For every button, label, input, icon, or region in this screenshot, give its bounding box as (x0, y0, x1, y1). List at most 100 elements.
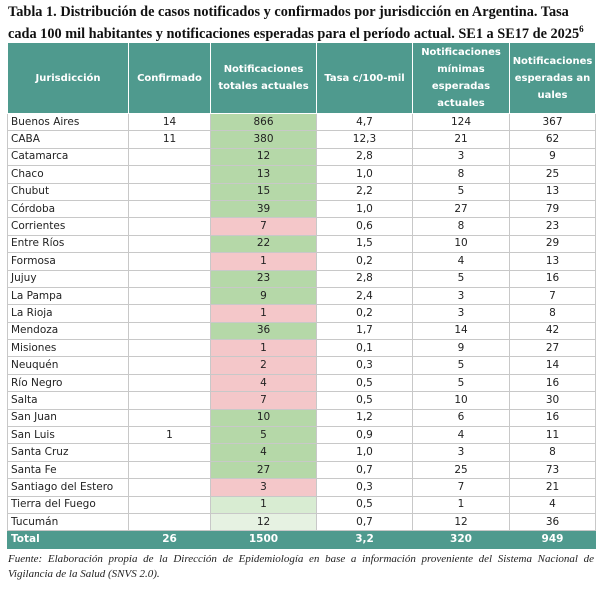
table-cell: 3 (412, 443, 510, 462)
table-cell: 79 (509, 199, 596, 219)
table-cell: 5 (412, 182, 510, 201)
footnote: Fuente: Elaboración propia de la Direcci… (8, 553, 594, 580)
table-cell: 3 (412, 286, 510, 306)
table-cell: 27 (210, 460, 317, 480)
table-cell: Entre Ríos (7, 234, 129, 254)
table-cell: 0,7 (316, 512, 413, 532)
table-cell: 36 (210, 321, 317, 341)
table-cell: 124 (412, 112, 510, 132)
table-cell (128, 391, 211, 410)
total-cell: 320 (412, 530, 510, 549)
table-cell: Misiones (7, 339, 129, 358)
table-cell: 21 (509, 478, 596, 497)
table-cell: 8 (412, 217, 510, 236)
table-cell: 0,5 (316, 495, 413, 514)
table-cell (128, 356, 211, 375)
table-cell (128, 286, 211, 306)
table-cell: Río Negro (7, 373, 129, 393)
table-cell: 8 (412, 165, 510, 184)
table-cell: 14 (128, 112, 211, 132)
table-cell: Mendoza (7, 321, 129, 341)
table-row: CABA 11 380 12,3 21 62 (7, 130, 596, 149)
table-cell: 1 (210, 339, 317, 358)
table-cell: Salta (7, 391, 129, 410)
table-cell: 2,2 (316, 182, 413, 201)
table-cell: 0,9 (316, 426, 413, 445)
table-cell (128, 443, 211, 462)
table-cell: 36 (509, 512, 596, 532)
table-cell: 16 (509, 408, 596, 428)
table-body: Buenos Aires 14 866 4,7 124 367 CABA 11 380 12,3 2… (7, 112, 596, 549)
table-cell (128, 269, 211, 288)
table-row: Buenos Aires 14 866 4,7 124 367 (7, 112, 596, 132)
table-cell (128, 182, 211, 201)
table-cell (128, 252, 211, 271)
table-cell (128, 460, 211, 480)
table-cell: CABA (7, 130, 129, 149)
table-cell: 1,5 (316, 234, 413, 254)
table-cell: 7 (210, 391, 317, 410)
table-cell: 25 (412, 460, 510, 480)
table-cell: Jujuy (7, 269, 129, 288)
table-row: Chubut 15 2,2 5 13 (7, 182, 596, 201)
table-cell: 30 (509, 391, 596, 410)
header-cell: Notificaciones mínimas esperadas actuale… (412, 42, 510, 114)
table-cell: 7 (210, 217, 317, 236)
table-cell: 9 (412, 339, 510, 358)
table-row: Misiones 1 0,1 9 27 (7, 339, 596, 358)
table-cell: 9 (210, 286, 317, 306)
table-cell: 8 (509, 304, 596, 323)
table-cell: 0,3 (316, 356, 413, 375)
table-cell: 23 (509, 217, 596, 236)
table-cell: Santiago del Estero (7, 478, 129, 497)
table-cell: 73 (509, 460, 596, 480)
table-cell: Santa Cruz (7, 443, 129, 462)
table-row: Mendoza 36 1,7 14 42 (7, 321, 596, 341)
table-row: Santa Cruz 4 1,0 3 8 (7, 443, 596, 462)
table-cell: 14 (412, 321, 510, 341)
table-cell: 5 (412, 373, 510, 393)
header-cell: Tasa c/100-mil (316, 42, 413, 114)
table-cell: 12 (210, 512, 317, 532)
table-row: Santa Fe 27 0,7 25 73 (7, 460, 596, 480)
table-cell: 11 (509, 426, 596, 445)
total-cell: 1500 (210, 530, 317, 549)
table-cell: 10 (412, 234, 510, 254)
table-row: Formosa 1 0,2 4 13 (7, 252, 596, 271)
table-cell: 5 (412, 269, 510, 288)
table-row: Chaco 13 1,0 8 25 (7, 165, 596, 184)
table-cell: Córdoba (7, 199, 129, 219)
table-cell: 10 (210, 408, 317, 428)
table-cell: 380 (210, 130, 317, 149)
table-cell (128, 304, 211, 323)
table-row: San Juan 10 1,2 6 16 (7, 408, 596, 428)
data-table: Jurisdicción Confirmado Notificaciones tot… (7, 42, 596, 549)
table-cell: 3 (412, 147, 510, 167)
table-row: La Pampa 9 2,4 3 7 (7, 286, 596, 306)
total-cell: Total (7, 530, 129, 549)
table-cell: San Luis (7, 426, 129, 445)
table-cell (128, 165, 211, 184)
table-row: Jujuy 23 2,8 5 16 (7, 269, 596, 288)
table-cell: 4 (210, 443, 317, 462)
table-cell: 5 (412, 356, 510, 375)
table-cell: 3 (210, 478, 317, 497)
table-cell: 0,3 (316, 478, 413, 497)
table-cell: 7 (412, 478, 510, 497)
table-cell: 1 (210, 252, 317, 271)
table-cell: 2,8 (316, 147, 413, 167)
table-cell (128, 495, 211, 514)
table-cell (128, 234, 211, 254)
table-cell: 15 (210, 182, 317, 201)
table-cell: Corrientes (7, 217, 129, 236)
table-cell: 4 (210, 373, 317, 393)
table-cell: 39 (210, 199, 317, 219)
table-cell: 1 (412, 495, 510, 514)
table-cell: 1 (210, 495, 317, 514)
table-cell: 2,4 (316, 286, 413, 306)
table-cell: 1,0 (316, 165, 413, 184)
table-cell: Chaco (7, 165, 129, 184)
table-row: Salta 7 0,5 10 30 (7, 391, 596, 410)
table-cell: 7 (509, 286, 596, 306)
